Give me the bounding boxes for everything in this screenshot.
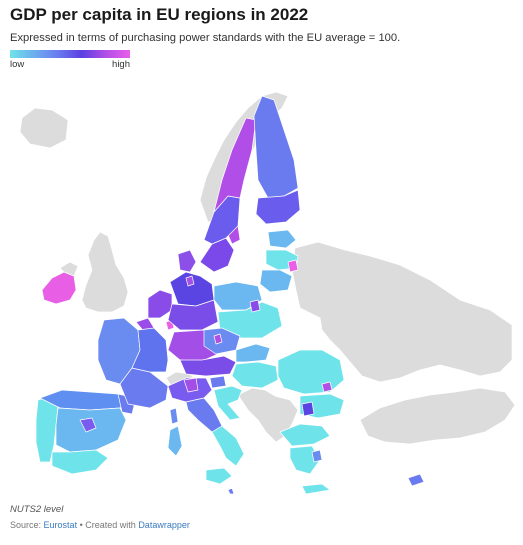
legend-gradient-bar xyxy=(10,50,130,58)
estonia xyxy=(267,229,297,249)
denmark xyxy=(177,249,197,273)
germany-central xyxy=(167,299,219,331)
source-link-eurostat[interactable]: Eurostat xyxy=(43,520,78,530)
iceland xyxy=(19,107,69,149)
turkey xyxy=(359,387,516,445)
france-east xyxy=(131,327,169,373)
hungary xyxy=(231,361,279,389)
austria xyxy=(179,355,237,377)
prague xyxy=(213,333,223,345)
legend-low-label: low xyxy=(10,59,25,70)
cyprus xyxy=(407,473,425,487)
northern-ireland xyxy=(59,261,79,277)
color-legend: low high xyxy=(10,50,130,70)
germany-north xyxy=(169,271,215,307)
chart-subtitle: Expressed in terms of purchasing power s… xyxy=(10,32,401,44)
croatia xyxy=(213,385,243,421)
italy-central xyxy=(185,397,223,433)
benelux xyxy=(147,289,173,319)
riga-point xyxy=(287,259,299,273)
nuts-level-note: NUTS2 level xyxy=(10,504,64,515)
corsica xyxy=(169,407,179,425)
great-britain xyxy=(81,231,129,313)
finland-south xyxy=(255,189,301,225)
bucharest xyxy=(321,381,333,393)
europe-choropleth-map xyxy=(19,91,516,495)
datawrapper-link[interactable]: Datawrapper xyxy=(138,520,190,530)
spain-madrid xyxy=(79,417,97,433)
source-line: Source: Eurostat • Created with Datawrap… xyxy=(10,520,190,530)
source-separator: • xyxy=(79,520,83,530)
sofia xyxy=(301,401,315,417)
created-with-text: Created with xyxy=(85,520,136,530)
sweden-south xyxy=(199,237,235,273)
spain-south xyxy=(51,449,109,475)
ireland xyxy=(41,271,77,305)
sweden-north xyxy=(213,117,257,213)
greece-north xyxy=(279,423,331,447)
romania xyxy=(277,349,345,395)
italy-lombardy xyxy=(183,377,199,393)
italy-south xyxy=(211,425,245,467)
legend-high-label: high xyxy=(112,59,130,70)
france-south xyxy=(119,367,169,409)
finland-north xyxy=(253,95,299,199)
poland-warsaw xyxy=(249,299,261,313)
source-prefix: Source: xyxy=(10,520,42,530)
athens xyxy=(311,449,323,463)
slovakia xyxy=(235,343,271,363)
malta xyxy=(227,487,235,495)
slovenia xyxy=(209,375,227,389)
sicily xyxy=(205,467,233,485)
russia-ukraine-belarus xyxy=(291,241,513,383)
balkans-non-eu xyxy=(237,387,299,443)
sardinia xyxy=(167,425,183,457)
lithuania xyxy=(259,269,293,293)
chart-title: GDP per capita in EU regions in 2022 xyxy=(10,5,309,24)
eu-regions xyxy=(35,95,425,495)
crete xyxy=(301,483,331,495)
germany-hamburg xyxy=(185,275,195,287)
